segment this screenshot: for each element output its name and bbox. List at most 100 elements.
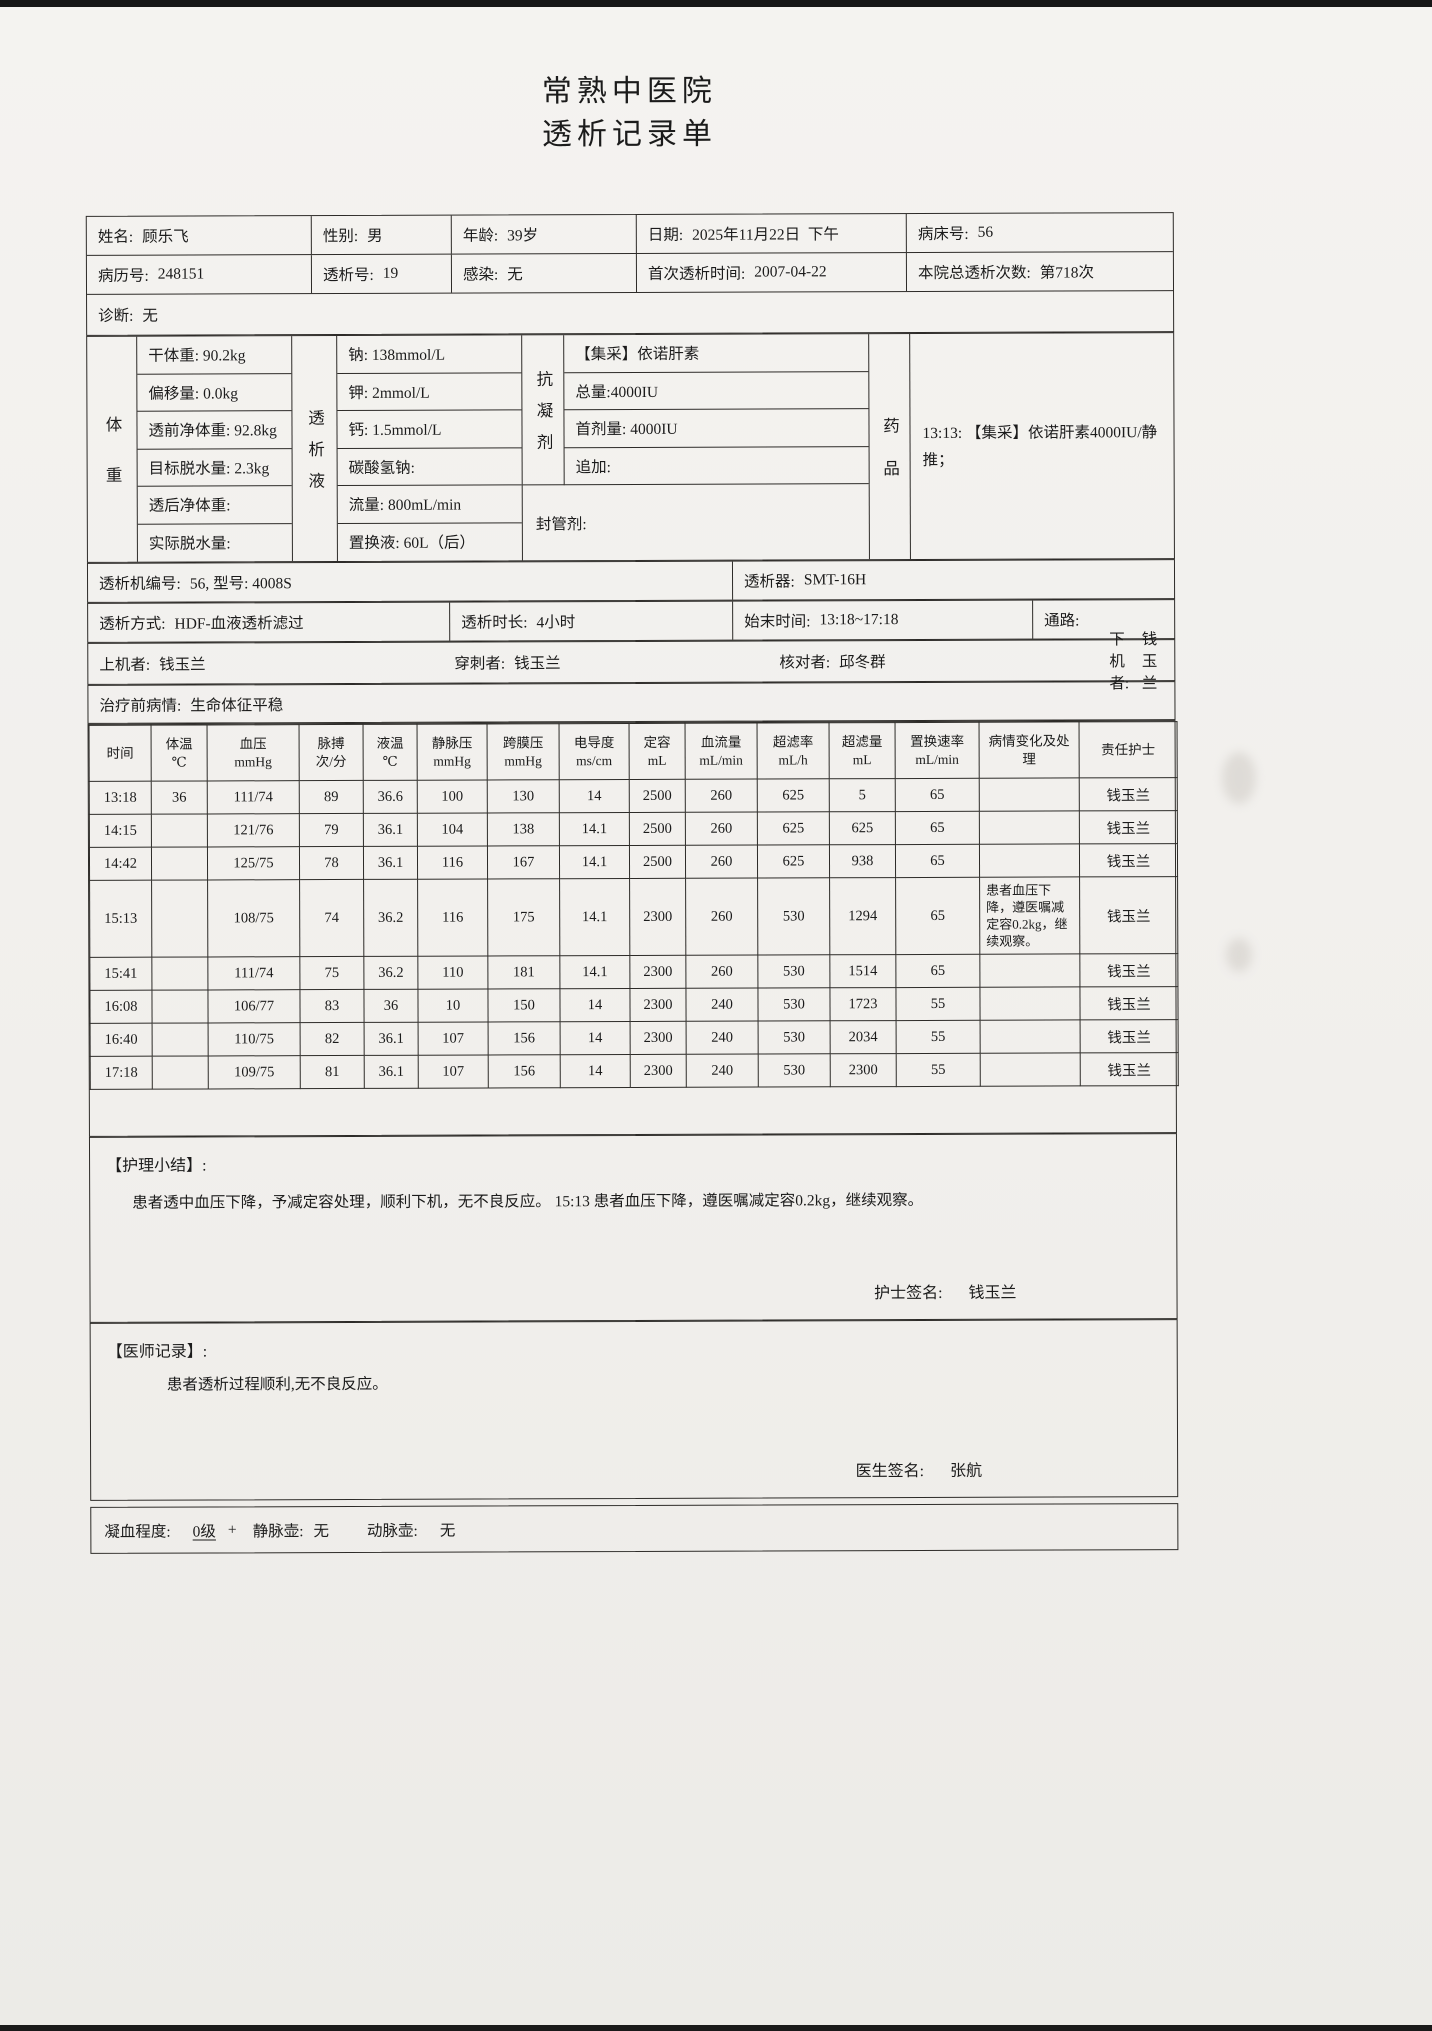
monitor-cell: 89 bbox=[299, 780, 364, 814]
monitor-row: 16:40 110/75 82 36.1 107 156 14 2300 240 530 2034 5… bbox=[90, 1019, 1179, 1057]
monitor-cell: 钱玉兰 bbox=[1080, 1019, 1179, 1053]
monitoring-section: 时间 体温 ℃ 血压 mmHg 脉搏 次/分 液温 ℃ 静脉压 mmHg 跨膜压 mmHg 电导度 ms/c… bbox=[87, 720, 1179, 1137]
monitor-cell: 65 bbox=[895, 778, 980, 812]
field-value: 邱冬群 bbox=[839, 654, 886, 672]
monitor-cell: 36.2 bbox=[363, 956, 418, 990]
dialysate-group-label: 透析液 bbox=[305, 409, 325, 504]
weight-item: 透前净体重: 92.8kg bbox=[137, 411, 292, 450]
medication-group-label-cell: 药品 bbox=[869, 334, 911, 560]
patient-field: 姓名: 顾乐飞 bbox=[86, 216, 312, 255]
monitor-cell: 125/75 bbox=[207, 846, 300, 880]
diagnosis-label: 诊断: bbox=[98, 307, 134, 325]
machine-field: 透析方式: HDF-血液透析滤过 bbox=[88, 602, 451, 642]
pre-condition-field: 治疗前病情: 生命体征平稳 bbox=[88, 682, 1174, 723]
machine-field: 透析器: SMT-16H bbox=[733, 560, 1176, 600]
dialysate-items: 钠: 138mmol/L 钾: 2mmol/L 钙: 1.5mmol/L 碳酸氢钠: 流… bbox=[337, 335, 523, 562]
field-value: 4小时 bbox=[536, 614, 576, 632]
monitor-header-cell: 责任护士 bbox=[1079, 721, 1178, 778]
nurse-signature: 护士签名: 钱玉兰 bbox=[874, 1279, 1017, 1303]
nursing-summary-title: 【护理小结】: bbox=[106, 1157, 207, 1175]
monitor-cell: 530 bbox=[757, 954, 830, 989]
monitor-cell: 1514 bbox=[829, 954, 896, 988]
monitor-cell: 钱玉兰 bbox=[1080, 1052, 1179, 1086]
field-label: 穿刺者: bbox=[454, 655, 506, 673]
monitor-header-cell: 血压 mmHg bbox=[207, 724, 300, 781]
seal-agent-cell: 封管剂: bbox=[522, 484, 870, 561]
monitor-table: 时间 体温 ℃ 血压 mmHg 脉搏 次/分 液温 ℃ 静脉压 mmHg 跨膜压 mmHg 电导度 ms/c… bbox=[89, 721, 1179, 1090]
monitor-cell: 240 bbox=[686, 1021, 759, 1055]
field-value: 2007-04-22 bbox=[754, 263, 827, 281]
monitor-cell: 130 bbox=[487, 779, 560, 813]
monitor-cell: 2300 bbox=[830, 1053, 897, 1087]
monitor-header-cell: 超滤率 mL/h bbox=[757, 722, 830, 780]
monitor-row: 16:08 106/77 83 36 10 150 14 2300 240 530 1723 55 钱玉… bbox=[89, 986, 1179, 1024]
monitor-header-cell: 血流量 mL/min bbox=[685, 723, 758, 780]
operators-row: 上机者: 钱玉兰 穿刺者: 钱玉兰 核对者: 邱冬群 下机者: 钱玉兰 bbox=[87, 631, 1176, 692]
monitor-cell: 14.1 bbox=[559, 845, 630, 879]
monitor-cell: 2300 bbox=[629, 988, 687, 1022]
field-label: 始末时间: bbox=[744, 613, 811, 631]
pre-condition-value: 生命体征平稳 bbox=[190, 696, 284, 715]
monitor-cell: 81 bbox=[300, 1055, 365, 1089]
title-block: 常熟中医院 透析记录单 bbox=[85, 0, 1174, 158]
monitor-cell: 55 bbox=[896, 1053, 981, 1087]
monitor-cell: 75 bbox=[299, 956, 364, 990]
monitor-row: 17:18 109/75 81 36.1 107 156 14 2300 240 530 2300 5… bbox=[90, 1052, 1179, 1090]
monitor-cell: 65 bbox=[895, 954, 980, 988]
field-value: 39岁 bbox=[507, 227, 539, 245]
field-label: 通路: bbox=[1044, 612, 1080, 630]
monitor-cell: 109/75 bbox=[208, 1055, 301, 1089]
monitor-cell: 钱玉兰 bbox=[1079, 953, 1178, 987]
monitor-cell: 2300 bbox=[629, 955, 686, 989]
field-label: 透析器: bbox=[744, 573, 795, 591]
field-value: 13:18~17:18 bbox=[819, 611, 899, 629]
monitor-cell: 138 bbox=[487, 812, 560, 846]
pre-condition-row: 治疗前病情: 生命体征平稳 bbox=[87, 681, 1176, 724]
monitor-cell: 260 bbox=[685, 845, 758, 879]
field-label: 首次透析时间: bbox=[647, 265, 746, 283]
monitor-cell: 530 bbox=[757, 987, 831, 1022]
monitor-cell: 36.2 bbox=[363, 879, 418, 957]
monitor-cell: 121/76 bbox=[207, 813, 300, 847]
monitor-cell: 181 bbox=[487, 955, 560, 989]
dialysis-record-document: 常熟中医院 透析记录单 姓名: 顾乐飞 性别: 男 年龄: 39岁 日期: 2025年11月2… bbox=[85, 0, 1179, 1554]
monitor-cell: 患者血压下降，遵医嘱减定容0.2kg，继续观察。 bbox=[979, 876, 1080, 955]
monitor-header-cell: 跨膜压 mmHg bbox=[487, 723, 560, 780]
nursing-summary-body: 患者透中血压下降，予减定容处理，顺利下机，无不良反应。 15:13 患者血压下降… bbox=[132, 1191, 924, 1212]
operator-field: 穿刺者: 钱玉兰 bbox=[443, 642, 768, 683]
monitor-row: 15:13 108/75 74 36.2 116 175 14.1 2300 260 530 129… bbox=[89, 876, 1178, 958]
weight-item: 偏移量: 0.0kg bbox=[137, 373, 292, 412]
monitor-header-cell: 定容 mL bbox=[629, 723, 686, 780]
field-value: 第718次 bbox=[1039, 264, 1095, 282]
monitor-cell: 16:08 bbox=[89, 990, 153, 1024]
monitor-cell: 14:15 bbox=[89, 814, 152, 848]
field-value: 56, 型号: 4008S bbox=[189, 575, 292, 593]
anticoagulant-item: 首剂量: 4000IU bbox=[564, 409, 869, 448]
monitor-cell: 110 bbox=[417, 955, 488, 990]
field-label: 病历号: bbox=[97, 267, 149, 285]
monitor-cell: 钱玉兰 bbox=[1079, 843, 1178, 877]
monitor-cell: 14 bbox=[559, 779, 630, 813]
field-value: 男 bbox=[367, 227, 383, 245]
monitor-cell bbox=[151, 813, 208, 848]
diagnosis-value: 无 bbox=[142, 307, 158, 325]
weight-item: 干体重: 90.2kg bbox=[137, 336, 292, 375]
monitor-cell: 14:42 bbox=[89, 847, 152, 881]
monitor-cell: 13:18 bbox=[89, 781, 152, 815]
monitor-header-cell: 体温 ℃ bbox=[151, 724, 208, 782]
monitor-cell: 2500 bbox=[629, 779, 686, 813]
field-value: 248151 bbox=[157, 265, 205, 283]
monitor-row: 13:18 36 111/74 89 36.6 100 130 14 2500 260 625 5 65… bbox=[89, 777, 1178, 815]
field-label: 性别: bbox=[322, 227, 359, 246]
monitor-cell: 1723 bbox=[829, 987, 897, 1021]
dialysate-group-label-cell: 透析液 bbox=[292, 336, 338, 562]
monitor-cell: 17:18 bbox=[90, 1056, 153, 1090]
anticoagulant-items: 【集采】依诺肝素 总量:4000IU 首剂量: 4000IU 追加: bbox=[564, 334, 870, 486]
patient-field: 年龄: 39岁 bbox=[451, 214, 637, 254]
field-label: 年龄: bbox=[462, 227, 499, 245]
anticoagulant-item: 【集采】依诺肝素 bbox=[564, 334, 869, 373]
monitor-cell: 260 bbox=[685, 878, 758, 956]
arterial-pot-label: 动脉壶: bbox=[366, 1522, 418, 1540]
patient-field: 感染: 无 bbox=[451, 253, 638, 293]
monitor-cell: 260 bbox=[685, 955, 758, 989]
